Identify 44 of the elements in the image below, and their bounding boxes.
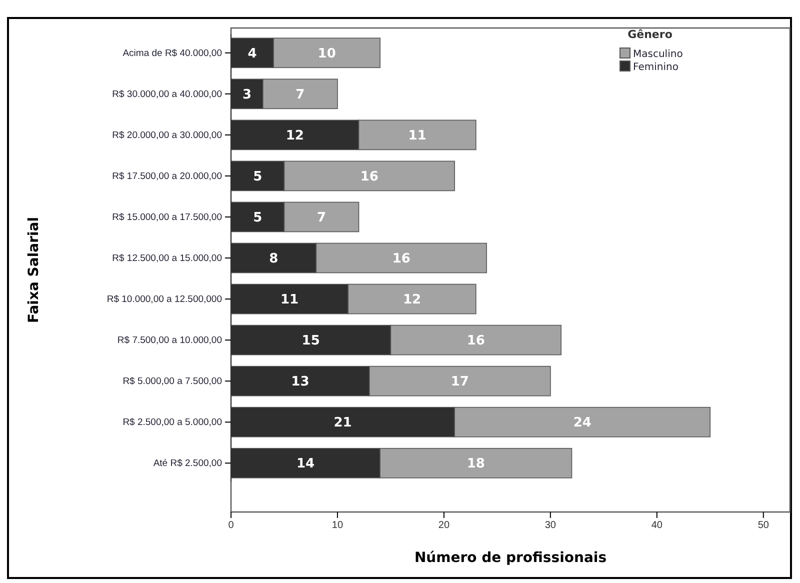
y-axis-title: Faixa Salarial (26, 216, 42, 324)
y-tick-label: R$ 5.000,00 a 7.500,00 (122, 376, 222, 388)
data-label: 14 (296, 456, 315, 472)
x-tick-label: 30 (544, 520, 556, 532)
data-label: 12 (402, 292, 422, 308)
data-label: 11 (408, 128, 426, 144)
legend-title: Gênero (628, 28, 673, 41)
y-tick-label: R$ 30.000,00 a 40.000,00 (112, 88, 222, 100)
data-label: 16 (392, 252, 410, 267)
x-tick-label: 20 (438, 520, 450, 532)
data-label: 7 (316, 210, 326, 226)
data-label: 8 (269, 252, 278, 267)
y-tick-label: Acima de R$ 40.000,00 (122, 48, 222, 59)
x-tick-label: 10 (332, 520, 344, 532)
y-tick-label: R$ 10.000,00 a 12.500,000 (106, 294, 222, 306)
data-label: 5 (253, 210, 262, 226)
y-tick-label: R$ 7.500,00 a 10.000,00 (117, 335, 222, 346)
legend-label: Feminino (633, 62, 678, 73)
data-label: 15 (302, 334, 320, 349)
data-label: 18 (466, 456, 485, 472)
x-tick-label: 40 (651, 520, 663, 532)
x-axis-title: Número de profissionais (414, 550, 607, 566)
data-label: 11 (280, 292, 299, 308)
data-label: 24 (573, 416, 592, 431)
data-label: 17 (450, 374, 469, 390)
y-tick-label: R$ 20.000,00 a 30.000,00 (112, 130, 222, 141)
data-label: 4 (248, 46, 257, 62)
x-tick-label: 0 (228, 520, 234, 532)
y-tick-label: R$ 17.500,00 a 20.000,00 (112, 170, 222, 182)
data-label: 10 (318, 46, 336, 62)
x-tick-label: 50 (758, 520, 770, 532)
data-label: 3 (242, 87, 252, 102)
data-label: 16 (466, 334, 485, 349)
y-tick-label: Até R$ 2.500,00 (153, 458, 222, 470)
legend-label: Masculino (633, 49, 683, 60)
y-tick-label: R$ 15.000,00 a 17.500,00 (112, 212, 222, 224)
data-label: 12 (286, 128, 304, 144)
data-label: 13 (291, 374, 310, 390)
data-label: 5 (253, 170, 262, 184)
data-label: 21 (334, 416, 352, 431)
y-tick-label: R$ 12.500,00 a 15.000,00 (112, 253, 222, 264)
data-label: 7 (296, 87, 305, 102)
data-label: 16 (360, 170, 378, 184)
y-tick-label: R$ 2.500,00 a 5.000,00 (122, 417, 222, 428)
